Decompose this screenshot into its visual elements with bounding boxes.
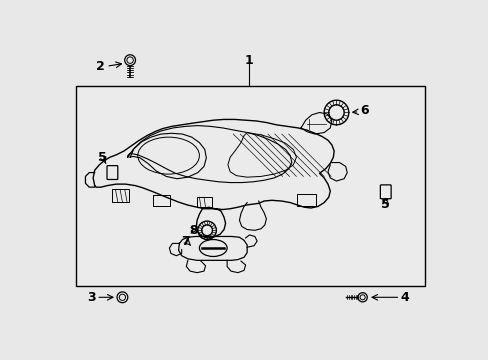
Bar bbox=[197, 197, 212, 207]
Text: 1: 1 bbox=[244, 54, 253, 67]
Text: 2: 2 bbox=[96, 60, 105, 73]
Text: 5: 5 bbox=[98, 150, 106, 164]
Text: 8: 8 bbox=[188, 224, 197, 237]
Bar bbox=[297, 194, 316, 206]
Text: 6: 6 bbox=[359, 104, 368, 117]
Text: 5: 5 bbox=[381, 198, 389, 211]
Bar bbox=[153, 195, 170, 206]
Text: 3: 3 bbox=[87, 291, 96, 304]
Bar bbox=[76, 86, 424, 286]
Text: 7: 7 bbox=[181, 235, 189, 248]
Bar bbox=[112, 189, 129, 202]
Text: 4: 4 bbox=[400, 291, 408, 304]
